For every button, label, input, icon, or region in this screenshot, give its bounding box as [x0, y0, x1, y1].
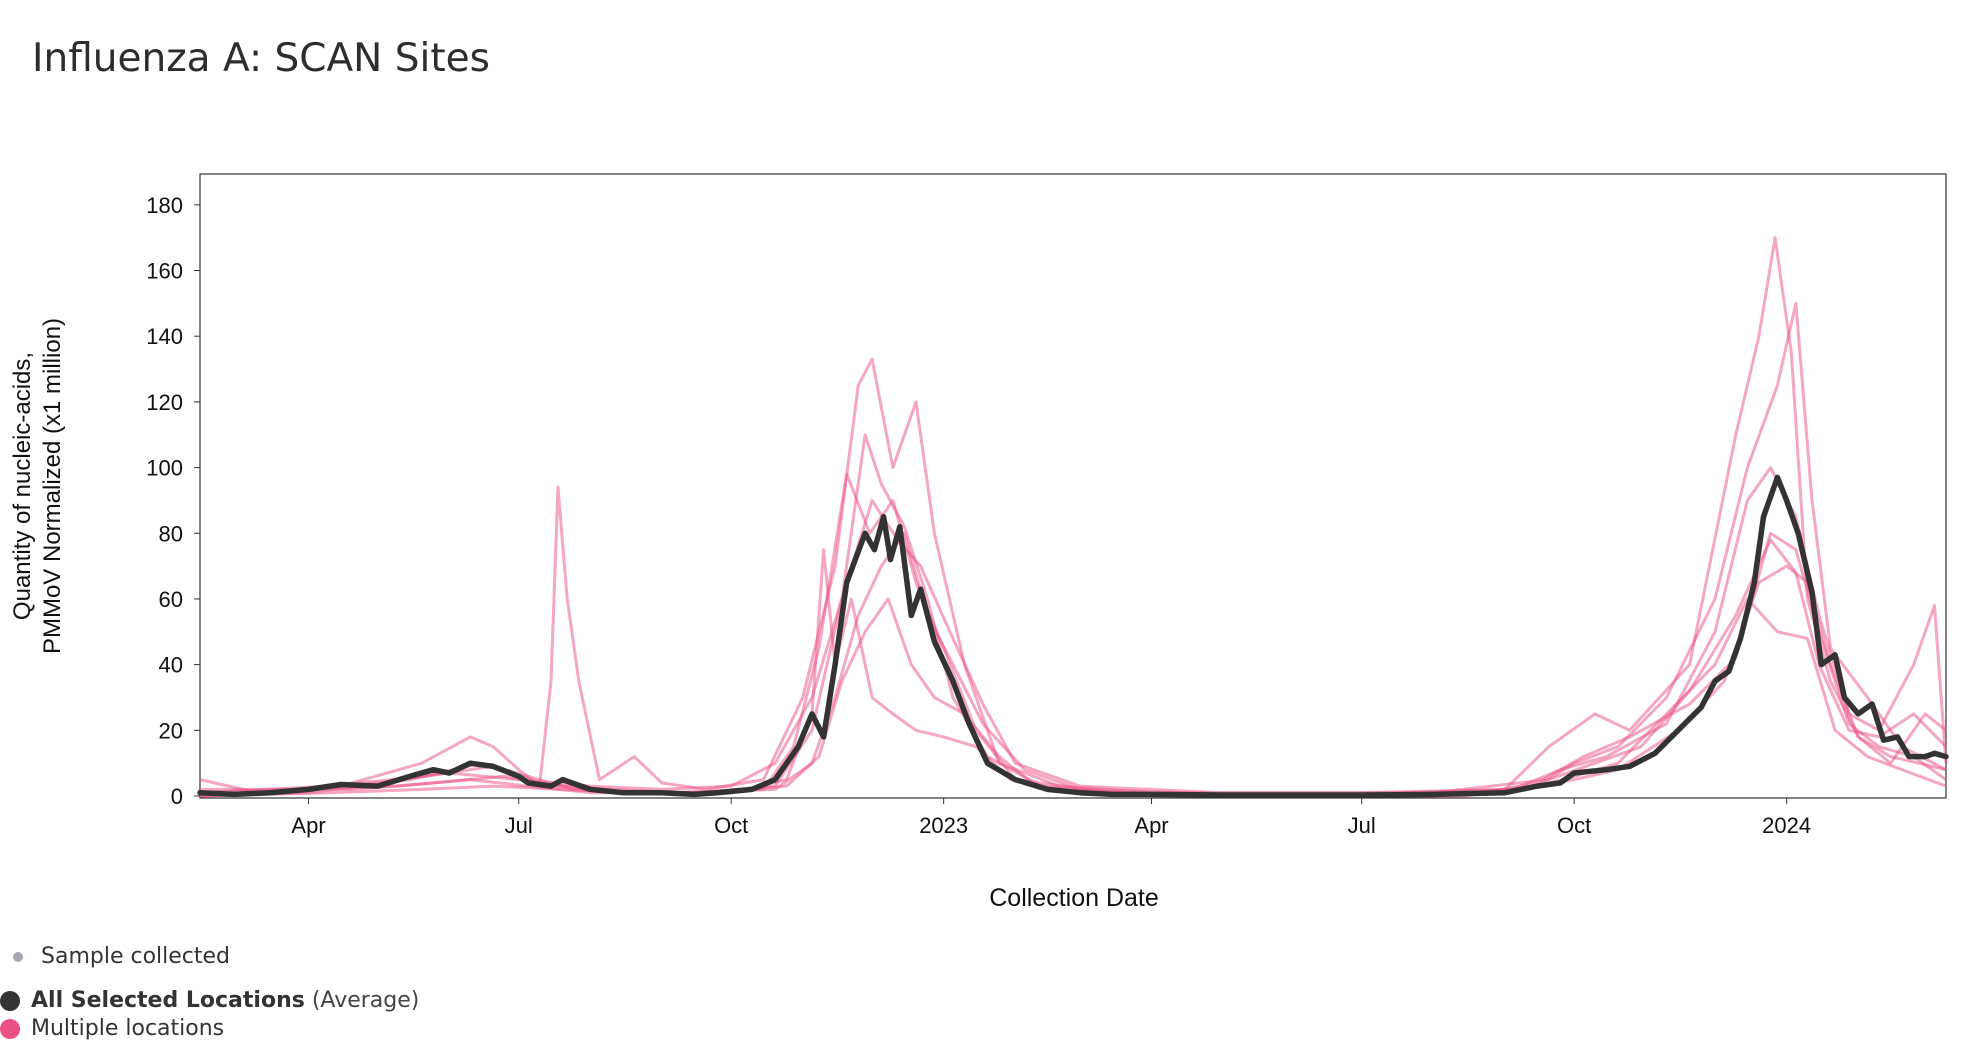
x-tick-label: Apr [291, 813, 325, 838]
sample-dot-icon [13, 951, 23, 962]
page-title: Influenza A: SCAN Sites [32, 36, 490, 81]
location-dot-icon [0, 1018, 20, 1039]
y-tick-label: 180 [146, 193, 183, 218]
legend-sample-label: Sample collected [41, 944, 231, 969]
y-tick-label: 160 [146, 259, 183, 284]
average-dot-icon [0, 990, 20, 1011]
plot-frame [199, 173, 1947, 799]
x-tick-label: Apr [1134, 813, 1168, 838]
location-series-line[interactable] [199, 466, 1948, 798]
legend-sample-collected[interactable]: Sample collected [0, 944, 230, 969]
y-tick-label: 40 [159, 653, 183, 678]
y-tick-label: 60 [159, 587, 183, 612]
location-series-line[interactable] [199, 498, 1948, 795]
average-series-line[interactable] [197, 474, 1949, 798]
y-tick-label: 100 [146, 456, 183, 481]
location-series-line[interactable] [199, 531, 1947, 798]
x-tick-label: Jul [505, 813, 533, 838]
legend-multiple-locations[interactable]: Multiple locations [0, 1016, 224, 1041]
legend-average-label: All Selected Locations [31, 988, 305, 1013]
x-axis-label: Collection Date [989, 884, 1159, 912]
location-series-line[interactable] [199, 548, 1947, 798]
x-tick-label: Jul [1348, 813, 1376, 838]
legend-locations-label: Multiple locations [31, 1016, 225, 1041]
legend-average[interactable]: All Selected Locations (Average) [0, 988, 419, 1013]
legend: Sample collected All Selected Locations … [0, 938, 700, 1058]
y-axis-label-line-1: Quantity of nucleic-acids, [9, 352, 36, 620]
y-tick-label: 0 [171, 784, 183, 809]
y-tick-label: 20 [159, 718, 183, 743]
x-tick-label: Oct [1557, 813, 1591, 838]
x-tick-label: Oct [714, 813, 748, 838]
y-tick-label: 140 [146, 324, 183, 349]
y-axis-label-line-2: PMMoV Normalized (x1 million) [39, 318, 66, 654]
x-tick-label: 2023 [919, 813, 968, 838]
chart: 0 20 40 60 80 100 120 140 160 180 Apr Jul Oct 2023 Ap… [9, 173, 1949, 912]
x-tick-label: 2024 [1762, 813, 1811, 838]
y-tick-label: 120 [146, 390, 183, 415]
legend-average-suffix: (Average) [311, 988, 420, 1013]
location-series-line[interactable] [199, 236, 1947, 795]
y-tick-label: 80 [159, 521, 183, 546]
